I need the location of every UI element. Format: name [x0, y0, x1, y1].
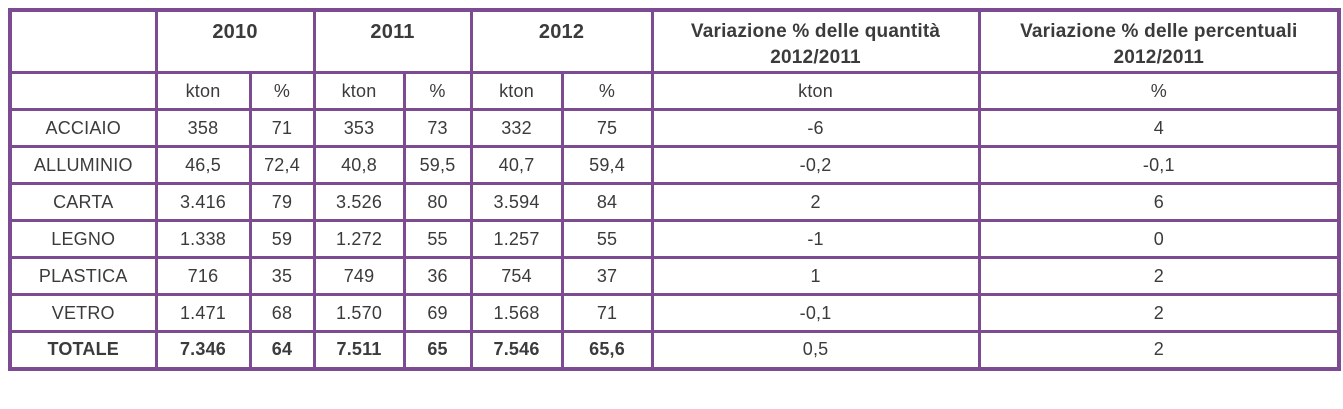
- variation-quantity-period: 2012/2011: [770, 47, 861, 68]
- corner-cell-bottom: [8, 71, 158, 111]
- cell-alluminio-2012-pct: 59,4: [560, 145, 654, 185]
- table-row-legno: LEGNO 1.338 59 1.272 55 1.257 55 -1 0: [8, 219, 1341, 259]
- unit-header-variation-pct: %: [977, 71, 1341, 111]
- cell-totale-2011-pct: 65: [402, 330, 473, 370]
- cell-acciaio-2011-pct: 73: [402, 108, 473, 148]
- cell-plastica-2012-kton: 754: [469, 256, 564, 296]
- cell-alluminio-2010-pct: 72,4: [248, 145, 316, 185]
- col-header-variation-quantity: Variazione % delle quantità 2012/2011: [650, 8, 981, 74]
- header-row-units: kton % kton % kton % kton %: [8, 71, 1341, 111]
- cell-alluminio-2011-pct: 59,5: [402, 145, 473, 185]
- cell-alluminio-2010-kton: 46,5: [154, 145, 252, 185]
- cell-totale-2010-kton: 7.346: [154, 330, 252, 370]
- col-header-variation-percent: Variazione % delle percentuali 2012/2011: [977, 8, 1341, 74]
- cell-vetro-2011-pct: 69: [402, 293, 473, 333]
- cell-plastica-2011-pct: 36: [402, 256, 473, 296]
- cell-carta-2011-pct: 80: [402, 182, 473, 222]
- cell-plastica-var-pct: 2: [977, 256, 1341, 296]
- cell-acciaio-2010-kton: 358: [154, 108, 252, 148]
- cell-plastica-2011-kton: 749: [312, 256, 406, 296]
- unit-header-2010-pct: %: [248, 71, 316, 111]
- cell-acciaio-2012-kton: 332: [469, 108, 564, 148]
- cell-totale-var-kton: 0,5: [650, 330, 981, 370]
- table-row-acciaio: ACCIAIO 358 71 353 73 332 75 -6 4: [8, 108, 1341, 148]
- cell-totale-2011-kton: 7.511: [312, 330, 406, 370]
- cell-carta-2012-pct: 84: [560, 182, 654, 222]
- table-row-carta: CARTA 3.416 79 3.526 80 3.594 84 2 6: [8, 182, 1341, 222]
- unit-header-2010-kton: kton: [154, 71, 252, 111]
- cell-carta-var-pct: 6: [977, 182, 1341, 222]
- cell-plastica-2012-pct: 37: [560, 256, 654, 296]
- col-header-2012: 2012: [469, 8, 654, 74]
- cell-totale-2010-pct: 64: [248, 330, 316, 370]
- col-header-2011: 2011: [312, 8, 473, 74]
- cell-legno-var-kton: -1: [650, 219, 981, 259]
- unit-header-2011-pct: %: [402, 71, 473, 111]
- cell-totale-2012-pct: 65,6: [560, 330, 654, 370]
- table-row-alluminio: ALLUMINIO 46,5 72,4 40,8 59,5 40,7 59,4 …: [8, 145, 1341, 185]
- header-row-years: 2010 2011 2012 Variazione % delle quanti…: [8, 8, 1341, 74]
- cell-carta-2010-kton: 3.416: [154, 182, 252, 222]
- cell-vetro-2012-kton: 1.568: [469, 293, 564, 333]
- row-label-plastica: PLASTICA: [8, 256, 158, 296]
- cell-vetro-var-pct: 2: [977, 293, 1341, 333]
- cell-vetro-2012-pct: 71: [560, 293, 654, 333]
- unit-header-2011-kton: kton: [312, 71, 406, 111]
- cell-plastica-2010-pct: 35: [248, 256, 316, 296]
- cell-legno-2012-kton: 1.257: [469, 219, 564, 259]
- corner-cell-top: [8, 8, 158, 74]
- cell-vetro-2010-pct: 68: [248, 293, 316, 333]
- cell-legno-var-pct: 0: [977, 219, 1341, 259]
- table-row-plastica: PLASTICA 716 35 749 36 754 37 1 2: [8, 256, 1341, 296]
- table-row-vetro: VETRO 1.471 68 1.570 69 1.568 71 -0,1 2: [8, 293, 1341, 333]
- recycling-data-table: 2010 2011 2012 Variazione % delle quanti…: [8, 8, 1342, 371]
- cell-carta-var-kton: 2: [650, 182, 981, 222]
- variation-quantity-title: Variazione % delle quantità: [690, 21, 941, 42]
- row-label-acciaio: ACCIAIO: [8, 108, 158, 148]
- cell-alluminio-var-pct: -0,1: [977, 145, 1341, 185]
- cell-acciaio-2010-pct: 71: [248, 108, 316, 148]
- unit-header-variation-kton: kton: [650, 71, 981, 111]
- cell-acciaio-2012-pct: 75: [560, 108, 654, 148]
- row-label-carta: CARTA: [8, 182, 158, 222]
- col-header-2010: 2010: [154, 8, 316, 74]
- cell-vetro-var-kton: -0,1: [650, 293, 981, 333]
- cell-legno-2010-pct: 59: [248, 219, 316, 259]
- cell-plastica-var-kton: 1: [650, 256, 981, 296]
- cell-acciaio-var-pct: 4: [977, 108, 1341, 148]
- cell-alluminio-2011-kton: 40,8: [312, 145, 406, 185]
- unit-header-2012-pct: %: [560, 71, 654, 111]
- cell-vetro-2010-kton: 1.471: [154, 293, 252, 333]
- cell-carta-2010-pct: 79: [248, 182, 316, 222]
- row-label-vetro: VETRO: [8, 293, 158, 333]
- cell-legno-2011-pct: 55: [402, 219, 473, 259]
- cell-legno-2011-kton: 1.272: [312, 219, 406, 259]
- cell-alluminio-var-kton: -0,2: [650, 145, 981, 185]
- cell-carta-2012-kton: 3.594: [469, 182, 564, 222]
- cell-acciaio-2011-kton: 353: [312, 108, 406, 148]
- cell-plastica-2010-kton: 716: [154, 256, 252, 296]
- row-label-legno: LEGNO: [8, 219, 158, 259]
- cell-totale-var-pct: 2: [977, 330, 1341, 370]
- recycling-data-table-container: 2010 2011 2012 Variazione % delle quanti…: [8, 8, 1342, 371]
- cell-vetro-2011-kton: 1.570: [312, 293, 406, 333]
- cell-legno-2010-kton: 1.338: [154, 219, 252, 259]
- row-label-totale: TOTALE: [8, 330, 158, 370]
- cell-legno-2012-pct: 55: [560, 219, 654, 259]
- cell-totale-2012-kton: 7.546: [469, 330, 564, 370]
- variation-percent-title: Variazione % delle percentuali: [1020, 21, 1298, 42]
- cell-acciaio-var-kton: -6: [650, 108, 981, 148]
- unit-header-2012-kton: kton: [469, 71, 564, 111]
- cell-carta-2011-kton: 3.526: [312, 182, 406, 222]
- variation-percent-period: 2012/2011: [1113, 47, 1205, 68]
- table-row-totale: TOTALE 7.346 64 7.511 65 7.546 65,6 0,5 …: [8, 330, 1341, 370]
- row-label-alluminio: ALLUMINIO: [8, 145, 158, 185]
- cell-alluminio-2012-kton: 40,7: [469, 145, 564, 185]
